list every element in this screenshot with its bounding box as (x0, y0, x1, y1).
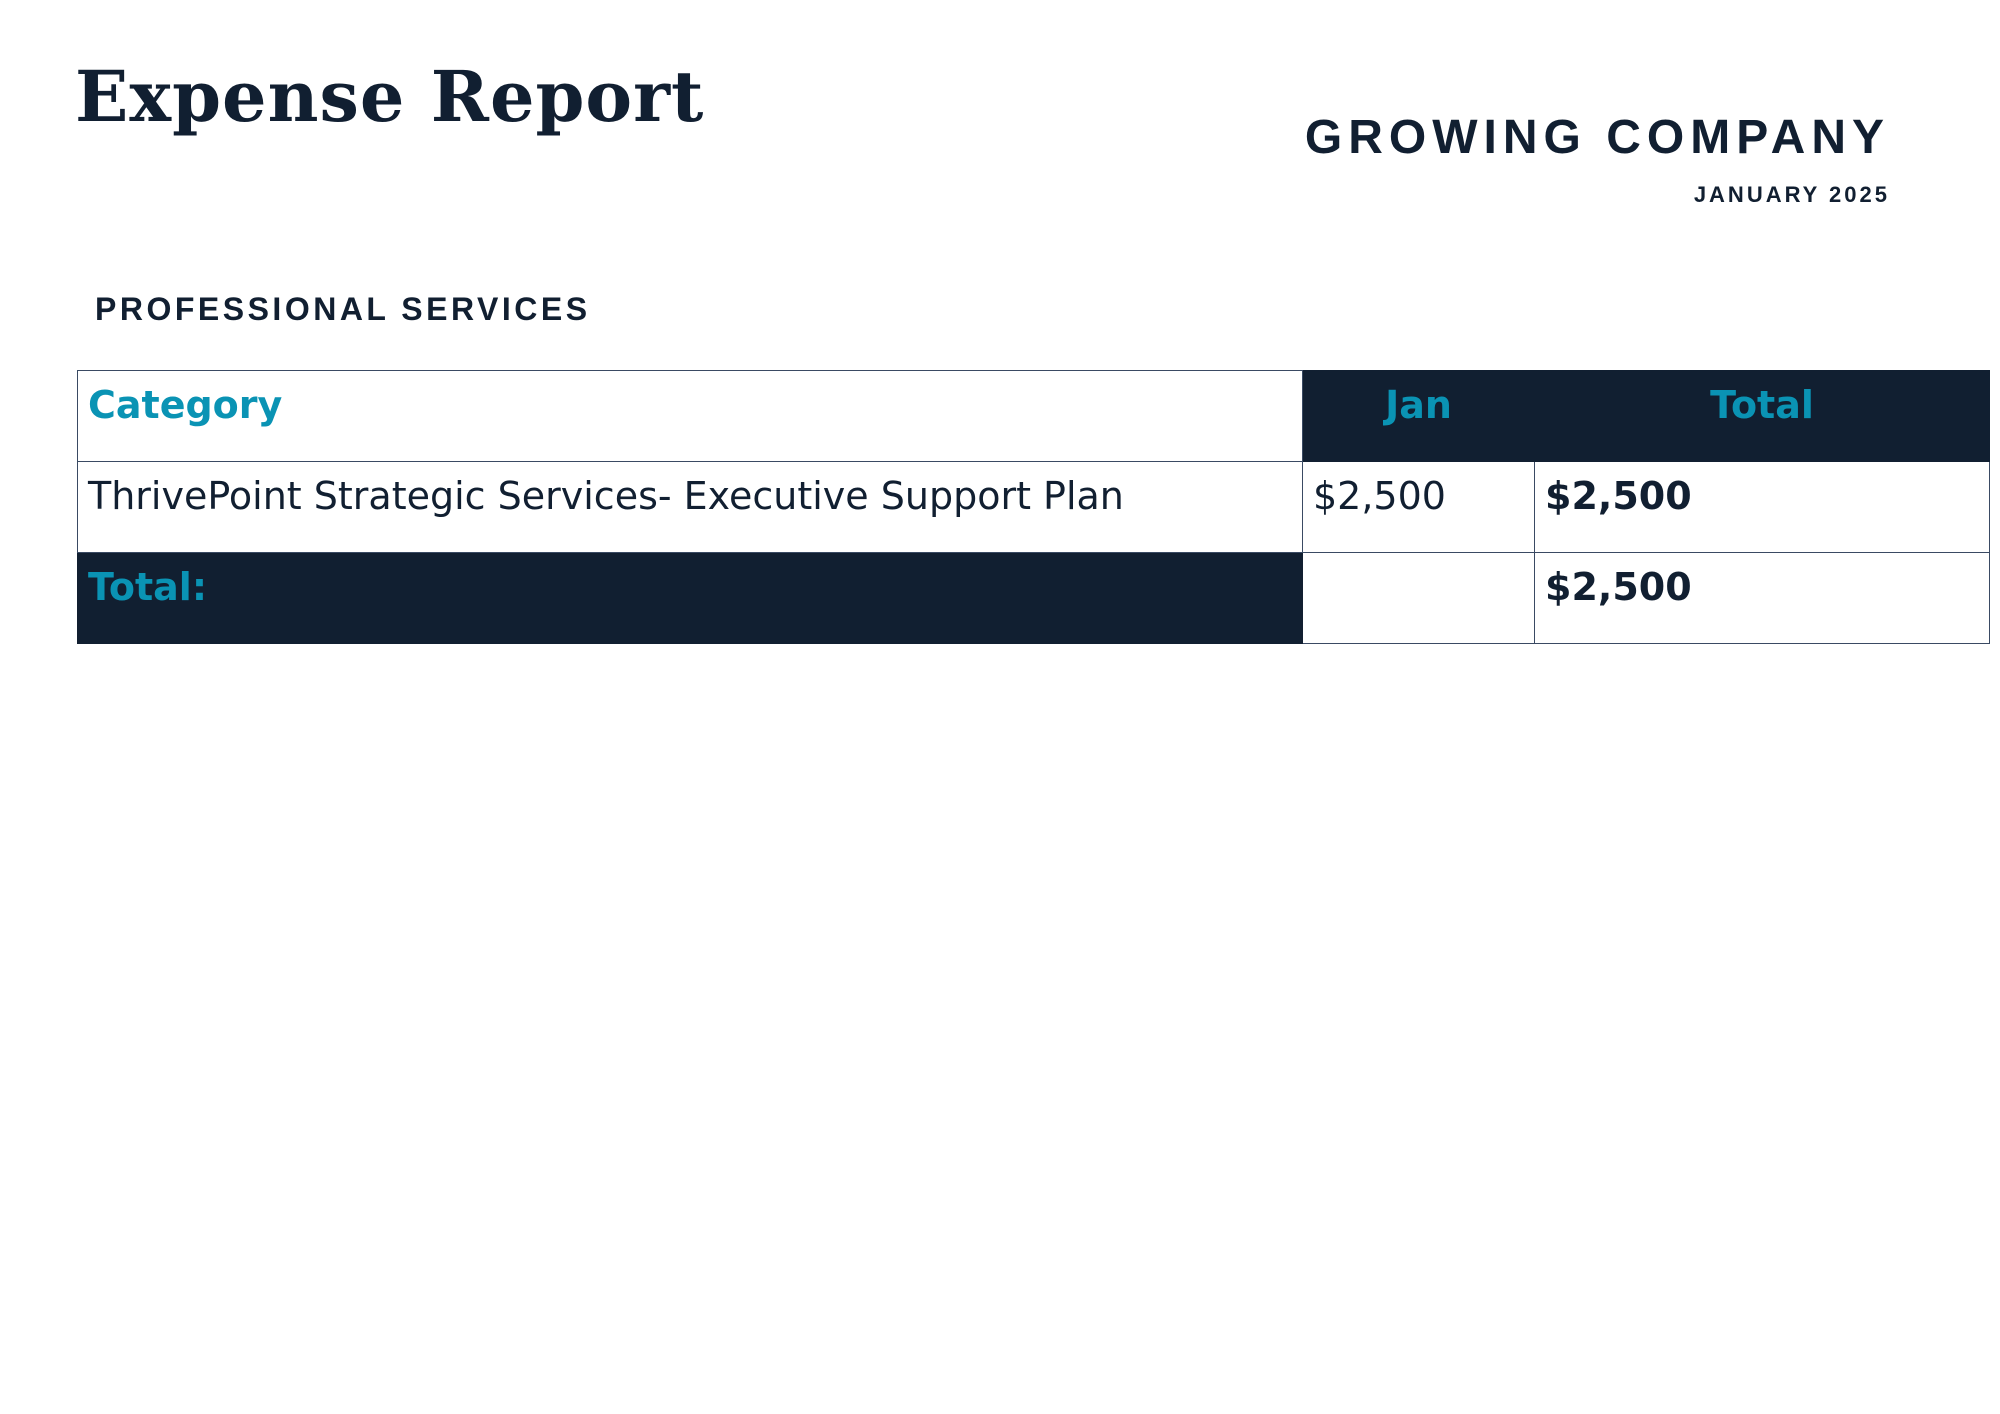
footer-jan-cell (1302, 552, 1535, 644)
expense-table: Category Jan Total ThrivePoint Strategic… (77, 370, 1990, 644)
table-footer-row: Total: $2,500 (77, 552, 1990, 644)
table-header-row: Category Jan Total (77, 370, 1990, 462)
company-name: GROWING COMPANY (1304, 111, 1890, 164)
row-total-cell: $2,500 (1534, 461, 1990, 553)
column-header-category: Category (77, 370, 1303, 462)
report-date: JANUARY 2025 (1693, 182, 1890, 207)
row-category-cell: ThrivePoint Strategic Services- Executiv… (77, 461, 1303, 553)
row-jan-cell: $2,500 (1302, 461, 1535, 553)
report-title: Expense Report (75, 55, 705, 138)
footer-total-label: Total: (77, 552, 1303, 644)
column-header-jan: Jan (1302, 370, 1535, 462)
table-row: ThrivePoint Strategic Services- Executiv… (77, 461, 1990, 553)
footer-total-value: $2,500 (1534, 552, 1990, 644)
section-title: PROFESSIONAL SERVICES (95, 291, 591, 327)
column-header-total: Total (1534, 370, 1990, 462)
